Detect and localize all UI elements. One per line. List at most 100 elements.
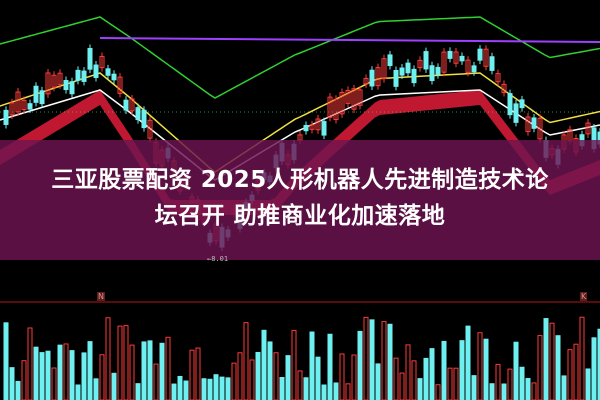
volume-bar: [585, 368, 591, 400]
volume-tag: N: [97, 292, 105, 301]
candle-body: [105, 68, 111, 76]
volume-bar: [513, 341, 519, 400]
volume-bar: [249, 359, 255, 400]
volume-bar: [303, 377, 309, 400]
volume-bar: [159, 342, 165, 400]
headline: 三亚股票配资 2025人形机器人先进制造技术论 坛召开 助推商业化加速落地: [0, 162, 600, 234]
volume-bar: [129, 344, 135, 400]
candle-body: [477, 48, 483, 61]
candle-body: [39, 90, 45, 105]
volume-bar: [9, 367, 15, 400]
ma-line-white: [0, 89, 600, 181]
volume-bar: [375, 363, 381, 400]
candle-body: [453, 51, 459, 64]
volume-bar: [117, 325, 123, 400]
volume-bar: [27, 327, 33, 400]
volume-bar: [63, 343, 69, 400]
volume-bar: [507, 368, 513, 400]
volume-bar: [417, 378, 423, 400]
candle-body: [537, 117, 543, 140]
volume-bar: [147, 340, 153, 400]
volume-bar: [273, 352, 279, 400]
candle-body: [27, 103, 33, 110]
volume-bar: [93, 378, 99, 400]
candle-body: [3, 109, 9, 125]
candle-body: [129, 98, 135, 112]
volume-bar: [255, 351, 261, 400]
ma-line-green: [0, 16, 600, 99]
candle-body: [399, 67, 405, 76]
candle-body: [375, 67, 381, 87]
candle-body: [21, 99, 27, 111]
volume-bar: [363, 316, 369, 400]
candle-body: [441, 51, 447, 73]
candle-body: [381, 58, 387, 80]
volume-bar: [267, 341, 273, 400]
volume-bar: [45, 350, 51, 400]
volume-bar: [3, 322, 9, 400]
volume-bar: [213, 374, 219, 400]
volume-bar: [177, 375, 183, 400]
ma-line-yellow: [0, 72, 600, 173]
volume-bar: [591, 337, 597, 400]
volume-bar: [531, 382, 537, 400]
volume-bar: [393, 357, 399, 400]
candle-body: [321, 121, 327, 136]
candle-body: [141, 109, 147, 129]
headline-overlay: [0, 140, 600, 260]
candle-body: [489, 56, 495, 71]
volume-bar: [105, 317, 111, 400]
volume-bar: [489, 383, 495, 400]
volume-bar: [561, 375, 567, 400]
candle-body: [429, 65, 435, 82]
volume-bar: [345, 383, 351, 400]
volume-bar: [15, 380, 21, 400]
volume-bar: [501, 383, 507, 400]
candle-body: [471, 65, 477, 73]
volume-bar: [435, 384, 441, 400]
candle-body: [33, 85, 39, 103]
volume-bar: [123, 325, 129, 400]
volume-bar: [357, 330, 363, 400]
candle-body: [525, 116, 531, 133]
candle-body: [15, 91, 21, 113]
volume-bar: [555, 335, 561, 400]
volume-bar: [573, 343, 579, 400]
volume-bar: [405, 344, 411, 400]
candle-body: [135, 107, 141, 121]
candle-body: [351, 88, 357, 110]
candle-body: [417, 59, 423, 69]
candle-body: [45, 72, 51, 95]
candle-body: [495, 73, 501, 83]
candle-body: [363, 78, 369, 85]
candle-body: [333, 98, 339, 121]
candle-body: [123, 99, 129, 111]
candle-body: [501, 83, 507, 94]
volume-bar: [309, 331, 315, 400]
volume-bar: [579, 316, 585, 400]
volume-bar: [57, 344, 63, 400]
volume-bar: [459, 340, 465, 400]
volume-bar: [87, 341, 93, 400]
volume-bar: [207, 378, 213, 400]
candle-body: [369, 69, 375, 87]
volume-bar: [297, 370, 303, 400]
volume-bar: [141, 341, 147, 400]
volume-bar: [237, 352, 243, 400]
candle-body: [51, 74, 57, 88]
candle-body: [63, 80, 69, 91]
volume-bar: [201, 378, 207, 400]
candle-body: [507, 93, 513, 116]
candle-body: [585, 122, 591, 135]
volume-bar: [99, 354, 105, 400]
volume-bar: [423, 357, 429, 400]
candle-body: [111, 73, 117, 81]
volume-bar: [471, 375, 477, 400]
volume-bar: [525, 378, 531, 400]
volume-bar: [441, 340, 447, 400]
candle-body: [597, 131, 600, 145]
low-price-marker: ←8.01: [207, 255, 229, 263]
candle-body: [483, 48, 489, 67]
volume-bar: [333, 382, 339, 400]
candle-body: [69, 81, 75, 95]
